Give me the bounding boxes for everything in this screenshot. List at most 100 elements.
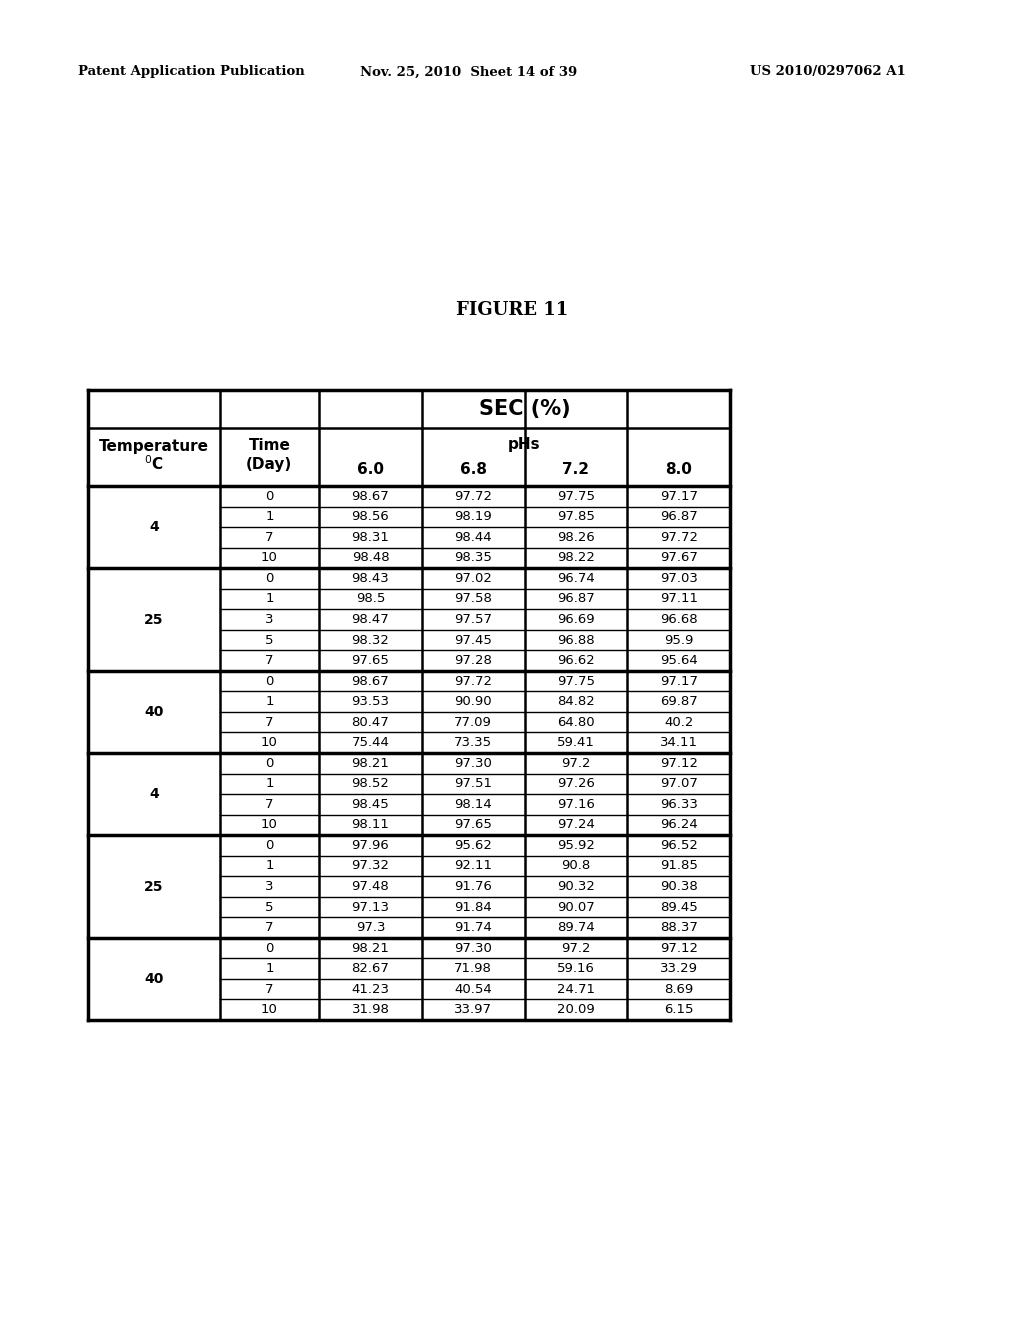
Text: 7: 7 — [265, 531, 273, 544]
Text: 25: 25 — [144, 879, 164, 894]
Text: 7: 7 — [265, 797, 273, 810]
Text: 96.24: 96.24 — [659, 818, 697, 832]
Text: 97.16: 97.16 — [557, 797, 595, 810]
Text: 97.12: 97.12 — [659, 756, 697, 770]
Text: 98.11: 98.11 — [351, 818, 389, 832]
Text: 4: 4 — [148, 787, 159, 801]
Text: 96.52: 96.52 — [659, 840, 697, 851]
Text: 0: 0 — [265, 675, 273, 688]
Text: 95.62: 95.62 — [455, 840, 493, 851]
Text: 98.22: 98.22 — [557, 552, 595, 565]
Text: 5: 5 — [265, 900, 273, 913]
Text: 97.11: 97.11 — [659, 593, 697, 606]
Text: 97.75: 97.75 — [557, 675, 595, 688]
Text: 98.19: 98.19 — [455, 511, 493, 523]
Text: 96.33: 96.33 — [659, 797, 697, 810]
Text: 0: 0 — [265, 840, 273, 851]
Text: FIGURE 11: FIGURE 11 — [456, 301, 568, 319]
Text: 0: 0 — [265, 756, 273, 770]
Text: 7: 7 — [265, 921, 273, 935]
Text: 7: 7 — [265, 715, 273, 729]
Text: 89.74: 89.74 — [557, 921, 595, 935]
Text: Nov. 25, 2010  Sheet 14 of 39: Nov. 25, 2010 Sheet 14 of 39 — [360, 66, 578, 78]
Text: 10: 10 — [261, 818, 278, 832]
Text: 4: 4 — [148, 520, 159, 535]
Text: 40: 40 — [144, 705, 164, 719]
Text: 40: 40 — [144, 972, 164, 986]
Text: 41.23: 41.23 — [351, 982, 389, 995]
Text: 98.14: 98.14 — [455, 797, 493, 810]
Text: 97.72: 97.72 — [659, 531, 697, 544]
Text: 98.21: 98.21 — [351, 756, 389, 770]
Text: 91.85: 91.85 — [659, 859, 697, 873]
Text: 33.97: 33.97 — [455, 1003, 493, 1016]
Text: 92.11: 92.11 — [455, 859, 493, 873]
Text: 97.30: 97.30 — [455, 941, 493, 954]
Text: 7: 7 — [265, 655, 273, 667]
Text: 1: 1 — [265, 511, 273, 523]
Text: 97.32: 97.32 — [351, 859, 389, 873]
Text: Temperature: Temperature — [98, 438, 209, 454]
Text: 3: 3 — [265, 612, 273, 626]
Text: 73.35: 73.35 — [454, 737, 493, 750]
Text: 96.74: 96.74 — [557, 572, 595, 585]
Text: 98.26: 98.26 — [557, 531, 595, 544]
Text: 10: 10 — [261, 552, 278, 565]
Text: 97.67: 97.67 — [659, 552, 697, 565]
Text: Patent Application Publication: Patent Application Publication — [78, 66, 305, 78]
Text: 59.16: 59.16 — [557, 962, 595, 975]
Text: 71.98: 71.98 — [455, 962, 493, 975]
Text: (Day): (Day) — [246, 457, 293, 471]
Text: 97.75: 97.75 — [557, 490, 595, 503]
Text: 97.58: 97.58 — [455, 593, 493, 606]
Text: 82.67: 82.67 — [351, 962, 389, 975]
Text: 97.3: 97.3 — [355, 921, 385, 935]
Text: 98.47: 98.47 — [351, 612, 389, 626]
Text: 34.11: 34.11 — [659, 737, 697, 750]
Text: 98.45: 98.45 — [351, 797, 389, 810]
Text: 7.2: 7.2 — [562, 462, 590, 478]
Text: 98.56: 98.56 — [351, 511, 389, 523]
Text: 96.69: 96.69 — [557, 612, 595, 626]
Text: 97.12: 97.12 — [659, 941, 697, 954]
Text: 97.45: 97.45 — [455, 634, 493, 647]
Text: 77.09: 77.09 — [455, 715, 493, 729]
Text: 97.07: 97.07 — [659, 777, 697, 791]
Text: 97.02: 97.02 — [455, 572, 493, 585]
Text: 96.68: 96.68 — [659, 612, 697, 626]
Text: 97.24: 97.24 — [557, 818, 595, 832]
Text: 84.82: 84.82 — [557, 696, 595, 708]
Text: 97.17: 97.17 — [659, 490, 697, 503]
Text: 1: 1 — [265, 962, 273, 975]
Text: 0: 0 — [265, 572, 273, 585]
Text: 10: 10 — [261, 1003, 278, 1016]
Text: 90.07: 90.07 — [557, 900, 595, 913]
Text: 90.38: 90.38 — [659, 880, 697, 894]
Text: 59.41: 59.41 — [557, 737, 595, 750]
Text: 24.71: 24.71 — [557, 982, 595, 995]
Text: 97.30: 97.30 — [455, 756, 493, 770]
Text: 97.57: 97.57 — [455, 612, 493, 626]
Text: 98.35: 98.35 — [455, 552, 493, 565]
Text: 5: 5 — [265, 634, 273, 647]
Text: 31.98: 31.98 — [351, 1003, 389, 1016]
Text: 40.2: 40.2 — [664, 715, 693, 729]
Text: 95.64: 95.64 — [659, 655, 697, 667]
Text: 97.48: 97.48 — [351, 880, 389, 894]
Text: 25: 25 — [144, 612, 164, 627]
Text: 96.87: 96.87 — [557, 593, 595, 606]
Text: 95.9: 95.9 — [664, 634, 693, 647]
Text: 80.47: 80.47 — [351, 715, 389, 729]
Text: 91.74: 91.74 — [455, 921, 493, 935]
Text: 98.44: 98.44 — [455, 531, 492, 544]
Text: 97.65: 97.65 — [351, 655, 389, 667]
Text: $^{0}$C: $^{0}$C — [144, 454, 164, 474]
Text: Time: Time — [249, 438, 290, 454]
Text: pHs: pHs — [508, 437, 541, 451]
Text: 96.87: 96.87 — [659, 511, 697, 523]
Text: 97.26: 97.26 — [557, 777, 595, 791]
Text: 69.87: 69.87 — [659, 696, 697, 708]
Text: 98.31: 98.31 — [351, 531, 389, 544]
Text: 95.92: 95.92 — [557, 840, 595, 851]
Text: 1: 1 — [265, 859, 273, 873]
